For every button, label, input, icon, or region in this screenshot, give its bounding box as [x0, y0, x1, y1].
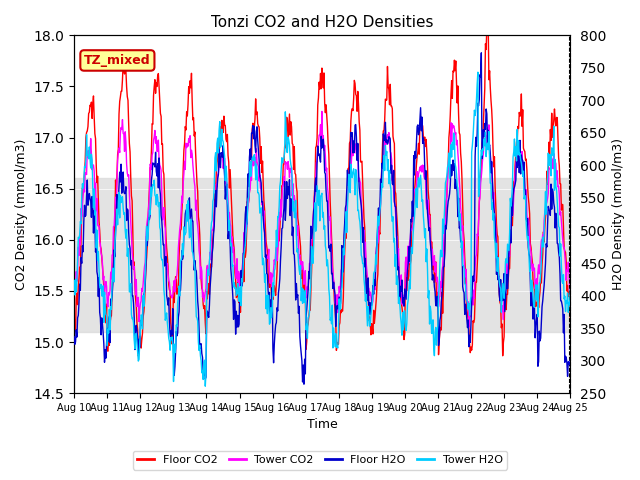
Legend: Floor CO2, Tower CO2, Floor H2O, Tower H2O: Floor CO2, Tower CO2, Floor H2O, Tower H…: [133, 451, 507, 469]
X-axis label: Time: Time: [307, 419, 338, 432]
Y-axis label: CO2 Density (mmol/m3): CO2 Density (mmol/m3): [15, 139, 28, 290]
Bar: [74, 179, 570, 332]
Y-axis label: H2O Density (mmol/m3): H2O Density (mmol/m3): [612, 138, 625, 290]
Text: TZ_mixed: TZ_mixed: [84, 54, 150, 67]
Title: Tonzi CO2 and H2O Densities: Tonzi CO2 and H2O Densities: [211, 15, 433, 30]
